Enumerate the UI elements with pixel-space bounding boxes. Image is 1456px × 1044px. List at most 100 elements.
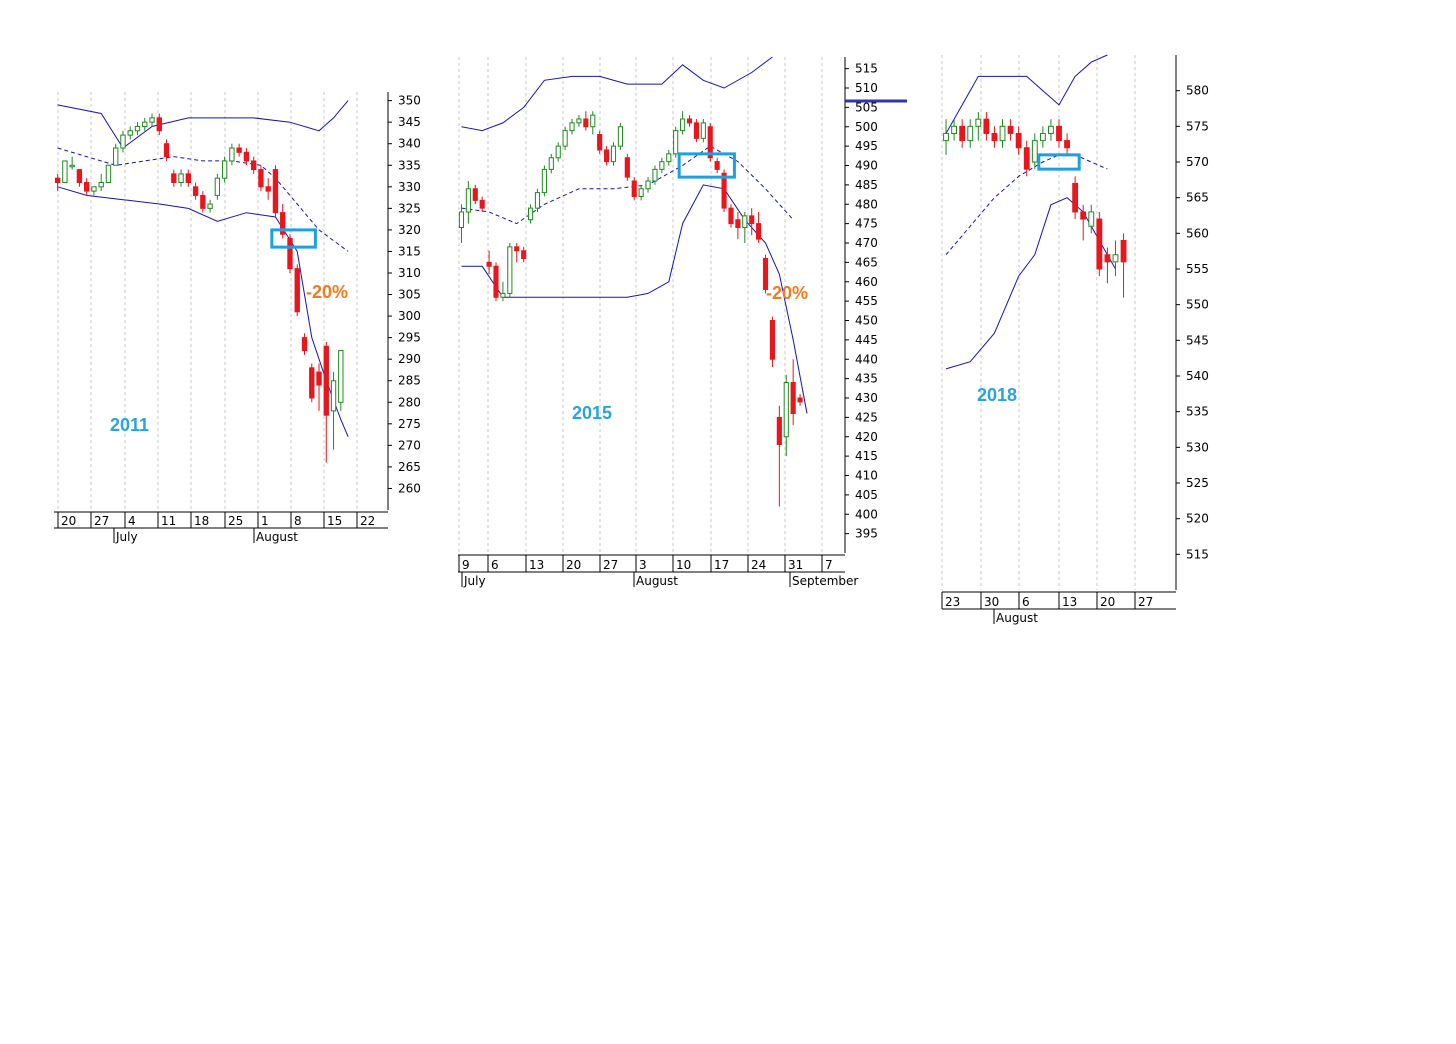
y-tick-label: 500	[855, 120, 878, 134]
y-tick-label: 285	[398, 374, 421, 388]
y-tick-label: 525	[1186, 476, 1209, 490]
y-tick-label: 335	[398, 158, 421, 172]
y-tick-label: 485	[855, 178, 878, 192]
candle-body	[465, 188, 471, 213]
x-tick-label: 31	[788, 558, 803, 572]
y-tick-label: 445	[855, 333, 878, 347]
lower-band-line	[461, 184, 808, 414]
x-tick-label: 6	[1022, 595, 1030, 609]
y-tick-label: 580	[1186, 84, 1209, 98]
y-tick-label: 325	[398, 201, 421, 215]
candle-body	[756, 223, 762, 240]
year-label: 2011	[110, 415, 149, 435]
candle-body	[1088, 211, 1095, 227]
candle-body	[590, 114, 596, 128]
y-tick-label: 495	[855, 139, 878, 153]
candle-body	[714, 161, 720, 170]
y-tick-label: 450	[855, 314, 878, 328]
y-tick-label: 405	[855, 488, 878, 502]
x-tick-label: 20	[1100, 595, 1115, 609]
y-tick-label: 470	[855, 236, 878, 250]
y-tick-label: 300	[398, 309, 421, 323]
y-tick-label: 440	[855, 352, 878, 366]
y-tick-label: 555	[1186, 262, 1209, 276]
candle-body	[171, 173, 177, 183]
y-tick-label: 425	[855, 410, 878, 424]
upper-band-line	[461, 56, 773, 132]
x-tick-label: 10	[676, 558, 691, 572]
candle-body	[258, 169, 264, 188]
candle-body	[134, 125, 141, 132]
y-tick-label: 515	[1186, 547, 1209, 561]
x-tick-label: 20	[61, 514, 76, 528]
candle-body	[951, 125, 958, 134]
candle-body	[1072, 182, 1079, 213]
candle-body	[762, 258, 769, 290]
x-tick-label: 11	[161, 514, 176, 528]
y-tick-label: 420	[855, 430, 878, 444]
breakdown-highlight-box	[1037, 153, 1081, 171]
y-tick-label: 280	[398, 395, 421, 409]
candle-body	[156, 117, 162, 132]
candle-body	[686, 118, 693, 124]
candle-body	[265, 186, 271, 192]
y-tick-label: 515	[855, 62, 878, 76]
y-tick-label: 550	[1186, 298, 1209, 312]
candle-body	[91, 186, 97, 192]
y-tick-label: 275	[398, 417, 421, 431]
candle-body	[1039, 132, 1046, 142]
candle-body	[69, 164, 75, 168]
candle-body	[783, 382, 789, 438]
candle-body	[250, 160, 257, 171]
month-label: July	[463, 574, 486, 588]
upper-band-line	[57, 100, 349, 149]
candle-body	[604, 149, 610, 163]
x-tick-label: 30	[984, 595, 999, 609]
candle-body	[142, 121, 148, 127]
y-tick-label: 530	[1186, 440, 1209, 454]
candle-body	[1007, 125, 1014, 134]
candle-body	[1120, 239, 1127, 263]
candle-body	[294, 268, 300, 313]
candle-body	[541, 168, 547, 194]
candle-body	[493, 265, 499, 298]
candle-body	[1104, 254, 1111, 263]
candle-body	[1023, 147, 1030, 170]
y-tick-label: 435	[855, 372, 878, 386]
x-tick-label: 8	[294, 514, 302, 528]
candle-body	[983, 118, 990, 134]
candle-body	[1048, 125, 1054, 134]
y-tick-label: 460	[855, 275, 878, 289]
candle-body	[163, 143, 170, 158]
candle-body	[280, 212, 286, 235]
decline-annotation: -20%	[766, 283, 808, 303]
candle-body	[548, 157, 554, 170]
y-tick-label: 310	[398, 266, 421, 280]
candle-body	[287, 238, 293, 270]
candle-body	[479, 199, 485, 209]
y-tick-label: 265	[398, 460, 421, 474]
candle-body	[214, 177, 221, 196]
candle-body	[967, 125, 974, 142]
y-tick-label: 395	[855, 527, 878, 541]
candle-body	[229, 147, 235, 162]
candle-body	[316, 371, 322, 386]
x-tick-label: 25	[228, 514, 243, 528]
month-label: September	[792, 574, 858, 588]
candle-body	[458, 211, 465, 228]
candle-body	[192, 186, 199, 196]
candle-body	[1015, 132, 1022, 149]
y-tick-label: 455	[855, 294, 878, 308]
candle-body	[207, 203, 213, 209]
x-tick-label: 7	[825, 558, 833, 572]
candle-body	[76, 169, 83, 183]
candle-body	[749, 215, 755, 225]
y-tick-label: 430	[855, 391, 878, 405]
candle-body	[673, 130, 679, 155]
candle-body	[62, 160, 68, 183]
breakdown-highlight-box	[677, 152, 736, 179]
y-tick-label: 320	[398, 223, 421, 237]
x-tick-label: 17	[714, 558, 729, 572]
candle-body	[797, 397, 803, 403]
